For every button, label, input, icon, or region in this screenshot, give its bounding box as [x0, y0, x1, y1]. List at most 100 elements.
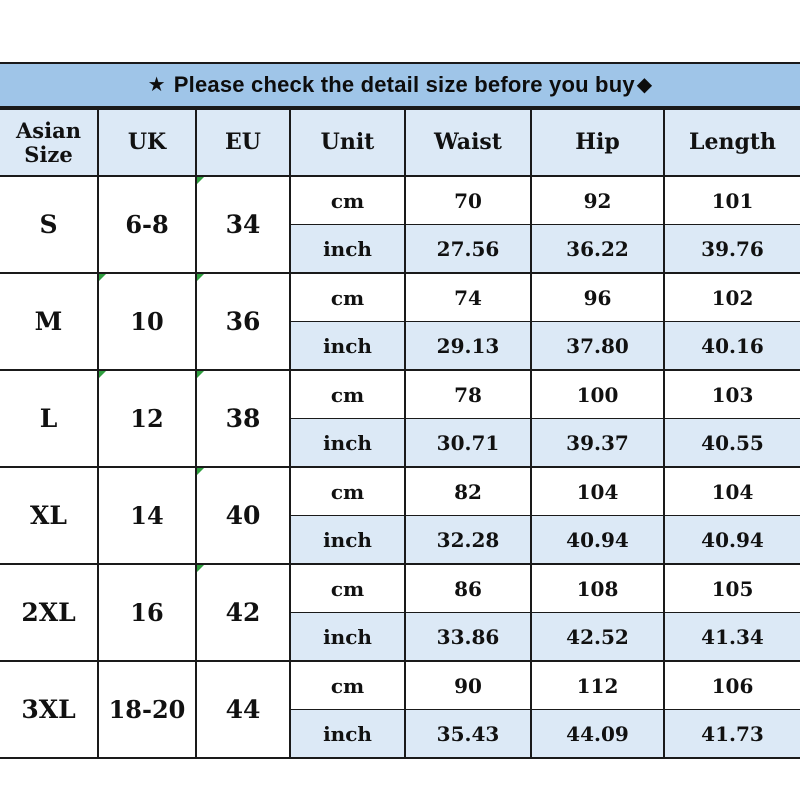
comment-marker-icon	[197, 468, 204, 475]
cell-eu: 42	[195, 563, 291, 662]
table-row: L 12 38 cm 78 100 103	[0, 369, 800, 468]
cell-uk: 14	[97, 466, 197, 565]
cell-hip-cm: 96	[530, 272, 665, 322]
cell-length-cm: 101	[663, 175, 800, 225]
cell-asian-size: XL	[0, 466, 99, 565]
cell-waist-cm: 90	[404, 660, 532, 710]
table-row: XL 14 40 cm 82 104 104	[0, 466, 800, 565]
cell-hip-inch: 40.94	[530, 515, 665, 565]
cell-unit-cm: cm	[289, 660, 406, 710]
cell-hip-cm: 100	[530, 369, 665, 419]
cell-eu: 36	[195, 272, 291, 371]
cell-length-inch: 40.94	[663, 515, 800, 565]
cell-asian-size: M	[0, 272, 99, 371]
cell-uk: 10	[97, 272, 197, 371]
cell-waist-cm: 86	[404, 563, 532, 613]
table-row: inch 30.71 39.37 40.55	[0, 418, 800, 468]
cell-unit-cm: cm	[289, 563, 406, 613]
cell-asian-size: L	[0, 369, 99, 468]
chart-banner: ★ Please check the detail size before yo…	[0, 62, 800, 108]
cell-unit-inch: inch	[290, 612, 406, 662]
asian-size-line2: Size	[24, 141, 73, 167]
cell-length-cm: 102	[663, 272, 800, 322]
cell-hip-inch: 37.80	[530, 321, 665, 371]
cell-asian-size: S	[0, 175, 99, 274]
table-row: inch 27.56 36.22 39.76	[0, 224, 800, 274]
cell-uk: 12	[97, 369, 197, 468]
cell-hip-inch: 39.37	[530, 418, 665, 468]
cell-uk: 16	[97, 563, 197, 662]
diamond-icon: ◆	[636, 74, 653, 96]
table-header-row: Asian Size UK EU Unit Waist Hip Length	[0, 108, 800, 177]
cell-waist-inch: 29.13	[404, 321, 532, 371]
cell-uk: 18-20	[97, 660, 197, 759]
cell-hip-inch: 44.09	[530, 709, 665, 759]
comment-marker-icon	[197, 274, 204, 281]
table-row: inch 33.86 42.52 41.34	[0, 612, 800, 662]
column-header-unit: Unit	[289, 108, 406, 177]
column-header-asian-size: Asian Size	[0, 108, 99, 177]
table-row: inch 35.43 44.09 41.73	[0, 709, 800, 759]
comment-marker-icon	[197, 371, 204, 378]
cell-asian-size: 2XL	[0, 563, 99, 662]
comment-marker-icon	[197, 565, 204, 572]
cell-eu: 40	[195, 466, 291, 565]
cell-unit-inch: inch	[290, 515, 406, 565]
size-chart: ★ Please check the detail size before yo…	[0, 62, 800, 759]
table-body: S 6-8 34 cm 70 92 101 inch 27.56 36.22 3…	[0, 175, 800, 759]
cell-length-inch: 41.34	[663, 612, 800, 662]
cell-waist-inch: 35.43	[404, 709, 532, 759]
cell-length-inch: 40.16	[663, 321, 800, 371]
column-header-waist: Waist	[404, 108, 532, 177]
comment-marker-icon	[99, 371, 106, 378]
cell-length-inch: 39.76	[663, 224, 800, 274]
cell-length-cm: 104	[663, 466, 800, 516]
column-header-eu: EU	[195, 108, 291, 177]
cell-unit-inch: inch	[290, 321, 406, 371]
cell-hip-cm: 108	[530, 563, 665, 613]
cell-uk: 6-8	[97, 175, 197, 274]
cell-length-cm: 105	[663, 563, 800, 613]
size-table: Asian Size UK EU Unit Waist Hip Length S…	[0, 108, 800, 759]
cell-length-cm: 103	[663, 369, 800, 419]
cell-hip-inch: 36.22	[530, 224, 665, 274]
cell-hip-cm: 92	[530, 175, 665, 225]
cell-unit-inch: inch	[290, 224, 406, 274]
cell-hip-inch: 42.52	[530, 612, 665, 662]
column-header-uk: UK	[97, 108, 197, 177]
table-row: 3XL 18-20 44 cm 90 112 106	[0, 660, 800, 759]
asian-size-line1: Asian	[16, 117, 81, 143]
cell-waist-cm: 70	[404, 175, 532, 225]
cell-unit-cm: cm	[289, 272, 406, 322]
cell-eu: 44	[195, 660, 291, 759]
cell-waist-inch: 33.86	[404, 612, 532, 662]
cell-asian-size: 3XL	[0, 660, 99, 759]
cell-waist-cm: 82	[404, 466, 532, 516]
cell-waist-inch: 30.71	[404, 418, 532, 468]
cell-length-cm: 106	[663, 660, 800, 710]
table-row: M 10 36 cm 74 96 102	[0, 272, 800, 371]
table-row: inch 29.13 37.80 40.16	[0, 321, 800, 371]
cell-waist-inch: 27.56	[404, 224, 532, 274]
cell-waist-cm: 78	[404, 369, 532, 419]
cell-eu: 34	[195, 175, 291, 274]
cell-unit-cm: cm	[289, 369, 406, 419]
table-row: S 6-8 34 cm 70 92 101	[0, 175, 800, 274]
cell-hip-cm: 104	[530, 466, 665, 516]
cell-waist-inch: 32.28	[404, 515, 532, 565]
star-icon: ★	[147, 74, 166, 96]
column-header-length: Length	[663, 108, 800, 177]
comment-marker-icon	[99, 274, 106, 281]
cell-unit-cm: cm	[289, 466, 406, 516]
table-row: 2XL 16 42 cm 86 108 105	[0, 563, 800, 662]
cell-length-inch: 40.55	[663, 418, 800, 468]
cell-eu: 38	[195, 369, 291, 468]
cell-hip-cm: 112	[530, 660, 665, 710]
comment-marker-icon	[197, 177, 204, 184]
cell-length-inch: 41.73	[663, 709, 800, 759]
cell-unit-cm: cm	[289, 175, 406, 225]
cell-waist-cm: 74	[404, 272, 532, 322]
cell-unit-inch: inch	[290, 418, 406, 468]
banner-text: Please check the detail size before you …	[173, 72, 635, 97]
